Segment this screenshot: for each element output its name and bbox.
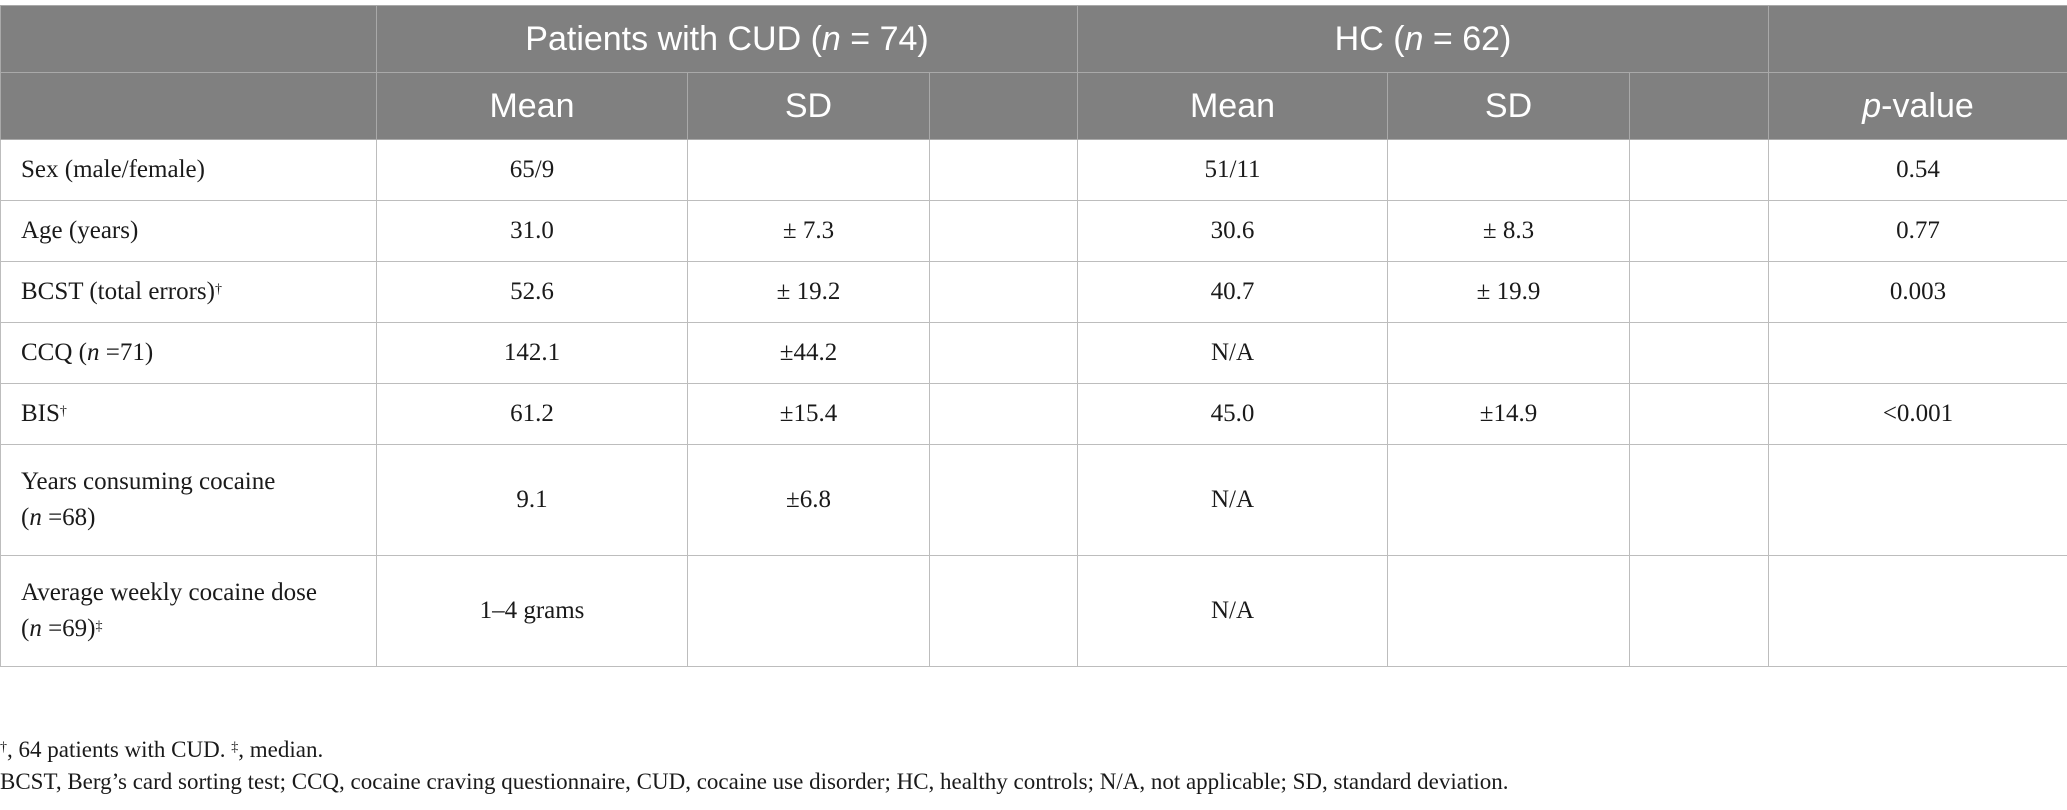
footnote-symbols: †, 64 patients with CUD. ‡, median. [0, 737, 324, 762]
header-corner-cell [0, 5, 377, 73]
header-group-hc: HC (n = 62) [1077, 5, 1770, 73]
cell-mean-hc: N/A [1077, 555, 1389, 667]
header-mean-hc: Mean [1077, 72, 1389, 140]
cell-spacer [928, 322, 1079, 384]
cell-spacer [1629, 261, 1770, 323]
cell-spacer [1629, 383, 1770, 445]
cell-spacer [928, 555, 1079, 667]
cell-mean-hc: 30.6 [1077, 200, 1389, 262]
row-label: CCQ (n =71) [0, 322, 377, 384]
cell-spacer [1629, 200, 1770, 262]
table-row: Sex (male/female) 65/9 51/11 0.54 [0, 139, 2067, 201]
cell-spacer [1629, 139, 1770, 201]
cell-sd-cud: ±44.2 [687, 322, 930, 384]
header-row-groups: Patients with CUD (n = 74) HC (n = 62) [0, 5, 2067, 73]
cell-spacer [928, 444, 1079, 556]
row-label: Years consuming cocaine (n =68) [0, 444, 377, 556]
header-sd-cud: SD [687, 72, 930, 140]
row-label: Average weekly cocaine dose (n =69)‡ [0, 555, 377, 667]
header-corner-cell [0, 72, 377, 140]
cell-sd-cud: ± 7.3 [687, 200, 930, 262]
cell-p-value: 0.003 [1768, 261, 2067, 323]
cell-p-value: <0.001 [1768, 383, 2067, 445]
cell-mean-hc: 51/11 [1077, 139, 1389, 201]
table-row: Average weekly cocaine dose (n =69)‡ 1–4 … [0, 555, 2067, 667]
cell-mean-hc: 40.7 [1077, 261, 1389, 323]
row-label: BIS† [0, 383, 377, 445]
cell-spacer [928, 200, 1079, 262]
header-mean-cud: Mean [376, 72, 688, 140]
cell-sd-cud: ±15.4 [687, 383, 930, 445]
cell-mean-hc: N/A [1077, 322, 1389, 384]
footnote-abbreviations: BCST, Berg’s card sorting test; CCQ, coc… [0, 769, 1509, 794]
dagger-marker: † [214, 282, 222, 297]
cell-p-value [1768, 555, 2067, 667]
cell-mean-cud: 52.6 [376, 261, 688, 323]
header-p-value: p-value [1768, 72, 2067, 140]
cell-sd-hc: ± 8.3 [1387, 200, 1631, 262]
double-dagger-marker: ‡ [95, 619, 103, 634]
cell-sd-cud [687, 139, 930, 201]
cell-p-value: 0.54 [1768, 139, 2067, 201]
cell-sd-cud [687, 555, 930, 667]
header-empty-cell [1768, 5, 2067, 73]
cell-spacer [928, 383, 1079, 445]
table-row: BIS† 61.2 ±15.4 45.0 ±14.9 <0.001 [0, 383, 2067, 445]
demographics-table: Patients with CUD (n = 74) HC (n = 62) M… [0, 5, 2067, 667]
table-row: Age (years) 31.0 ± 7.3 30.6 ± 8.3 0.77 [0, 200, 2067, 262]
cell-p-value [1768, 322, 2067, 384]
cell-sd-hc [1387, 139, 1631, 201]
cell-sd-cud: ±6.8 [687, 444, 930, 556]
header-spacer-hc [1629, 72, 1770, 140]
cell-mean-cud: 9.1 [376, 444, 688, 556]
cell-sd-hc [1387, 444, 1631, 556]
cell-sd-cud: ± 19.2 [687, 261, 930, 323]
row-label: Age (years) [0, 200, 377, 262]
cell-sd-hc [1387, 322, 1631, 384]
cell-sd-hc: ±14.9 [1387, 383, 1631, 445]
table-footnotes: †, 64 patients with CUD. ‡, median. BCST… [0, 734, 2067, 798]
cell-p-value [1768, 444, 2067, 556]
cell-p-value: 0.77 [1768, 200, 2067, 262]
cell-mean-hc: 45.0 [1077, 383, 1389, 445]
cell-mean-cud: 1–4 grams [376, 555, 688, 667]
cell-mean-cud: 65/9 [376, 139, 688, 201]
cell-spacer [1629, 444, 1770, 556]
cell-mean-cud: 61.2 [376, 383, 688, 445]
header-row-stats: Mean SD Mean SD p-value [0, 72, 2067, 140]
table-row: Years consuming cocaine (n =68) 9.1 ±6.8 … [0, 444, 2067, 556]
cell-spacer [928, 261, 1079, 323]
cell-sd-hc [1387, 555, 1631, 667]
cell-mean-hc: N/A [1077, 444, 1389, 556]
cell-mean-cud: 142.1 [376, 322, 688, 384]
row-label: Sex (male/female) [0, 139, 377, 201]
cell-sd-hc: ± 19.9 [1387, 261, 1631, 323]
dagger-marker: † [59, 404, 67, 419]
cell-mean-cud: 31.0 [376, 200, 688, 262]
header-group-cud: Patients with CUD (n = 74) [375, 5, 1079, 73]
table-row: BCST (total errors)† 52.6 ± 19.2 40.7 ± … [0, 261, 2067, 323]
cell-spacer [1629, 322, 1770, 384]
table-row: CCQ (n =71) 142.1 ±44.2 N/A [0, 322, 2067, 384]
header-spacer-cud [928, 72, 1079, 140]
cell-spacer [928, 139, 1079, 201]
row-label: BCST (total errors)† [0, 261, 377, 323]
cell-spacer [1629, 555, 1770, 667]
header-sd-hc: SD [1387, 72, 1631, 140]
